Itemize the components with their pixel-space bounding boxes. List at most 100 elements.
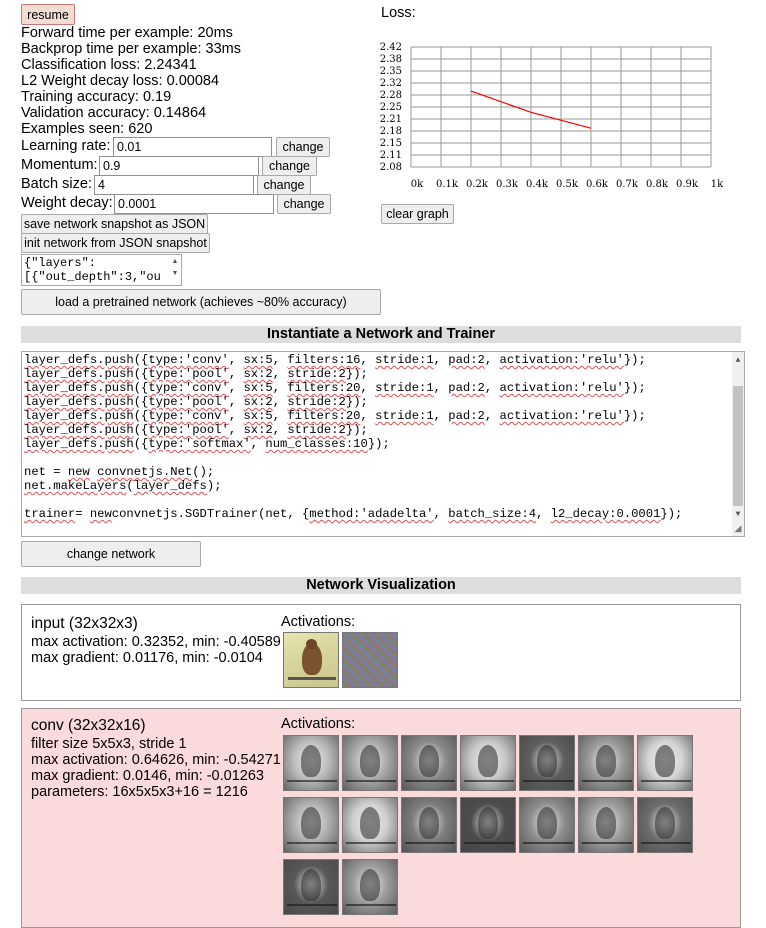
validation-accuracy-text: Validation accuracy: 0.14864 — [21, 105, 207, 121]
momentum-label: Momentum: — [21, 157, 98, 173]
input-gradient-thumbnail — [342, 632, 398, 688]
conv-layer-stat: parameters: 16x5x5x3+16 = 1216 — [31, 784, 248, 800]
momentum-change-button[interactable]: change — [262, 156, 317, 176]
chart-x-tick-label: 0k — [411, 179, 424, 190]
chart-x-tick-label: 0.2k — [466, 179, 489, 190]
code-scroll-thumb[interactable] — [733, 386, 743, 506]
conv-activation-thumbnail — [342, 797, 398, 853]
input-image-thumbnail — [283, 632, 339, 688]
backprop-time-text: Backprop time per example: 33ms — [21, 41, 242, 57]
chart-y-tick-label: 2.18 — [380, 126, 402, 137]
conv-activation-thumbnail — [342, 859, 398, 915]
examples-seen-text: Examples seen: 620 — [21, 121, 153, 137]
code-line — [24, 451, 742, 465]
activations-label: Activations: — [281, 614, 356, 630]
chart-x-tick-label: 1k — [711, 179, 724, 190]
chart-x-tick-label: 0.9k — [676, 179, 699, 190]
input-layer-stat: max activation: 0.32352, min: -0.40589 — [31, 634, 281, 650]
chart-y-tick-label: 2.32 — [380, 78, 402, 89]
chart-x-tick-label: 0.4k — [526, 179, 549, 190]
chart-y-tick-label: 2.25 — [380, 102, 402, 113]
code-line: net = new convnetjs.Net(); — [24, 465, 215, 479]
weight-decay-label: Weight decay: — [21, 195, 113, 211]
chart-loss-line — [470, 90, 592, 129]
conv-activation-thumbnail — [283, 797, 339, 853]
training-accuracy-text: Training accuracy: 0.19 — [21, 89, 172, 105]
change-network-button[interactable]: change network — [21, 541, 201, 567]
chart-x-tick-label: 0.8k — [646, 179, 669, 190]
init-json-button[interactable]: init network from JSON snapshot — [21, 233, 210, 253]
conv-layer-stat: max activation: 0.64626, min: -0.54271 — [31, 752, 281, 768]
batch-size-input[interactable] — [94, 175, 254, 195]
activations-label: Activations: — [281, 716, 356, 732]
learning-rate-change-button[interactable]: change — [276, 137, 330, 157]
loss-title: Loss: — [381, 5, 416, 21]
code-line: layer_defs.push({type:'conv', sx:5, filt… — [24, 381, 646, 395]
chart-x-tick-label: 0.7k — [616, 179, 639, 190]
resize-grip-icon[interactable]: ◢ — [734, 524, 742, 534]
chart-y-tick-label: 2.08 — [380, 162, 402, 173]
code-text: layer_defs.push({type:'conv', sx:5, filt… — [24, 353, 742, 521]
learning-rate-input[interactable] — [113, 137, 272, 157]
chart-x-tick-label: 0.3k — [496, 179, 519, 190]
scroll-down-icon[interactable]: ▼ — [735, 510, 741, 519]
weight-decay-loss-text: L2 Weight decay loss: 0.00084 — [21, 73, 220, 89]
code-line: layer_defs.push({type:'conv', sx:5, filt… — [24, 409, 646, 423]
code-line: layer_defs.push({type:'softmax', num_cla… — [24, 437, 390, 451]
forward-time-text: Forward time per example: 20ms — [21, 25, 233, 41]
code-line: layer_defs.push({type:'pool', sx:2, stri… — [24, 367, 368, 381]
save-json-button[interactable]: save network snapshot as JSON — [21, 214, 208, 234]
json-snapshot-textarea[interactable]: {"layers": [{"out_depth":3,"ou ▲ ▼ — [21, 254, 182, 286]
weight-decay-change-button[interactable]: change — [277, 194, 331, 214]
code-line: layer_defs.push({type:'pool', sx:2, stri… — [24, 423, 368, 437]
conv-activation-thumbnail — [401, 735, 457, 791]
instantiate-section-title: Instantiate a Network and Trainer — [21, 326, 741, 343]
chart-y-tick-label: 2.11 — [380, 150, 402, 161]
input-layer-title: input (32x32x3) — [31, 615, 138, 632]
conv-activation-thumbnail — [342, 735, 398, 791]
input-layer-box: input (32x32x3) max activation: 0.32352,… — [21, 604, 741, 701]
conv-activation-thumbnail — [519, 797, 575, 853]
batch-size-label: Batch size: — [21, 176, 92, 192]
resume-button[interactable]: resume — [21, 4, 75, 25]
code-line: net.makeLayers(layer_defs); — [24, 479, 222, 493]
learning-rate-label: Learning rate: — [21, 138, 111, 154]
conv-layer-title: conv (32x32x16) — [31, 717, 146, 734]
conv-activation-thumbnail — [519, 735, 575, 791]
code-line — [24, 493, 742, 507]
code-scrollbar[interactable]: ▲ ▼ ◢ — [732, 352, 744, 536]
clear-graph-button[interactable]: clear graph — [381, 204, 454, 224]
code-line: layer_defs.push({type:'conv', sx:5, filt… — [24, 353, 646, 367]
classification-loss-text: Classification loss: 2.24341 — [21, 57, 197, 73]
chart-y-tick-label: 2.42 — [380, 42, 402, 53]
loss-chart: 2.422.382.352.322.282.252.212.182.152.11… — [380, 42, 724, 190]
input-layer-stat: max gradient: 0.01176, min: -0.0104 — [31, 650, 263, 666]
chart-x-tick-label: 0.1k — [436, 179, 459, 190]
textarea-scroll-arrows-icon[interactable]: ▲ ▼ — [171, 258, 179, 277]
conv-activation-thumbnail — [283, 859, 339, 915]
network-code-editor[interactable]: layer_defs.push({type:'conv', sx:5, filt… — [21, 351, 745, 537]
conv-activation-thumbnail — [578, 797, 634, 853]
chart-y-tick-label: 2.15 — [380, 138, 402, 149]
weight-decay-input[interactable] — [114, 194, 274, 214]
chart-y-tick-label: 2.35 — [380, 66, 402, 77]
conv-activation-thumbnail — [637, 797, 693, 853]
conv-activation-thumbnail — [578, 735, 634, 791]
chart-y-tick-label: 2.21 — [380, 114, 402, 125]
conv-activation-thumbnail — [460, 735, 516, 791]
momentum-input[interactable] — [99, 156, 259, 176]
batch-size-change-button[interactable]: change — [257, 175, 311, 195]
json-snapshot-text: {"layers": [{"out_depth":3,"ou — [24, 256, 161, 284]
conv-activation-thumbnail — [460, 797, 516, 853]
conv-activation-thumbnail — [401, 797, 457, 853]
code-line: trainer= newconvnetjs.SGDTrainer(net, {m… — [24, 507, 683, 521]
chart-x-tick-label: 0.5k — [556, 179, 579, 190]
chart-x-tick-label: 0.6k — [586, 179, 609, 190]
chart-y-tick-label: 2.38 — [380, 54, 402, 65]
conv-activation-thumbnail — [283, 735, 339, 791]
load-pretrained-button[interactable]: load a pretrained network (achieves ~80%… — [21, 289, 381, 315]
chart-y-tick-label: 2.28 — [380, 90, 402, 101]
conv-layer-stat: max gradient: 0.0146, min: -0.01263 — [31, 768, 264, 784]
scroll-up-icon[interactable]: ▲ — [735, 356, 741, 365]
visualization-section-title: Network Visualization — [21, 577, 741, 594]
